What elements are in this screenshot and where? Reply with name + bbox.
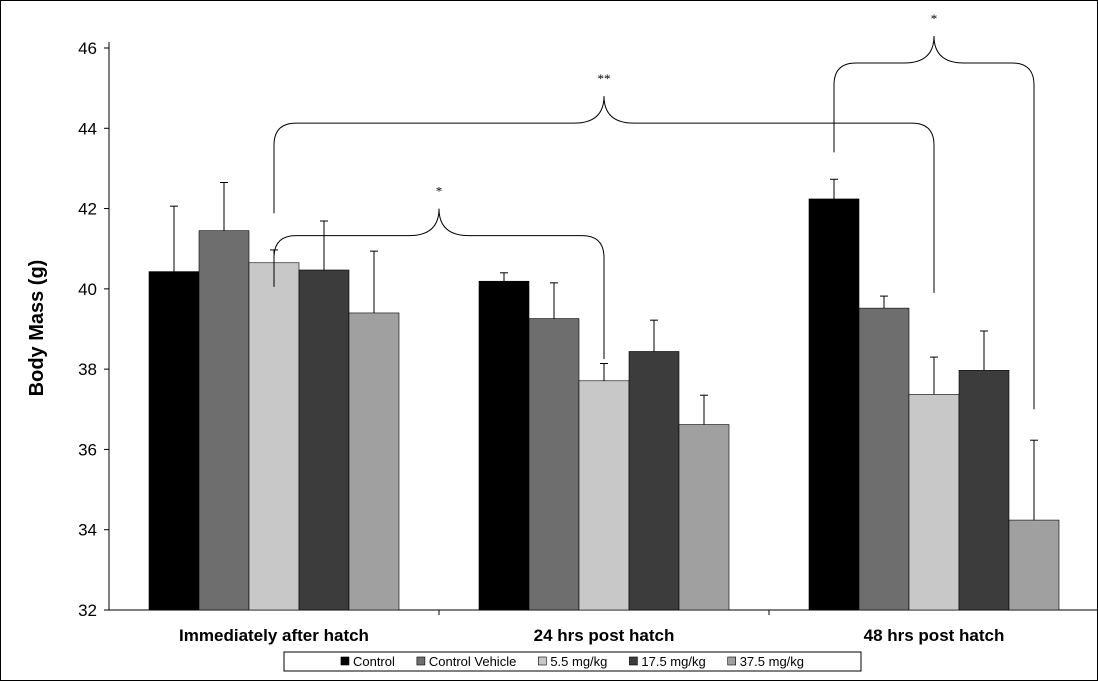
bar <box>248 262 300 611</box>
bar <box>908 394 960 611</box>
category-labels: Immediately after hatch 24 hrs post hatch… <box>179 626 1004 645</box>
bar <box>578 380 630 611</box>
y-tick-label: 36 <box>78 440 97 459</box>
significance-label: ** <box>598 71 611 86</box>
significance-label: * <box>436 184 443 199</box>
y-tick-label: 38 <box>78 360 97 379</box>
bar <box>348 312 400 611</box>
legend-swatch <box>340 656 350 666</box>
y-tick-label: 44 <box>78 119 97 138</box>
legend-label: 37.5 mg/kg <box>740 654 804 669</box>
legend-swatch <box>416 656 426 666</box>
x-category-label: 24 hrs post hatch <box>534 626 675 645</box>
bar <box>1008 519 1060 611</box>
legend-swatch <box>538 656 547 666</box>
bar <box>678 424 730 611</box>
bar <box>478 280 530 611</box>
bar <box>298 269 350 611</box>
significance-label: * <box>931 11 938 26</box>
bar <box>198 230 250 611</box>
legend-label: 17.5 mg/kg <box>641 654 705 669</box>
y-tick-label: 32 <box>78 601 97 620</box>
x-category-label: Immediately after hatch <box>179 626 369 645</box>
bars <box>148 198 1060 611</box>
bar <box>808 198 860 611</box>
y-tick-label: 46 <box>78 39 97 58</box>
legend-label: 5.5 mg/kg <box>550 654 607 669</box>
bar <box>528 318 580 611</box>
legend-swatch <box>629 656 638 666</box>
legend-label: Control Vehicle <box>429 654 516 669</box>
bar <box>628 351 680 611</box>
y-tick-label: 40 <box>78 280 97 299</box>
bar <box>958 370 1010 611</box>
x-category-label: 48 hrs post hatch <box>864 626 1005 645</box>
y-tick-label: 34 <box>78 521 97 540</box>
bar <box>858 307 910 611</box>
bar <box>148 271 200 611</box>
legend: Control Control Vehicle 5.5 mg/kg 17.5 mg/k… <box>283 651 862 672</box>
legend-box <box>283 651 862 672</box>
legend-label: Control <box>353 654 395 669</box>
y-tick-label: 42 <box>78 200 97 219</box>
y-axis-title: Body Mass (g) <box>26 260 48 397</box>
legend-swatch <box>727 656 737 666</box>
